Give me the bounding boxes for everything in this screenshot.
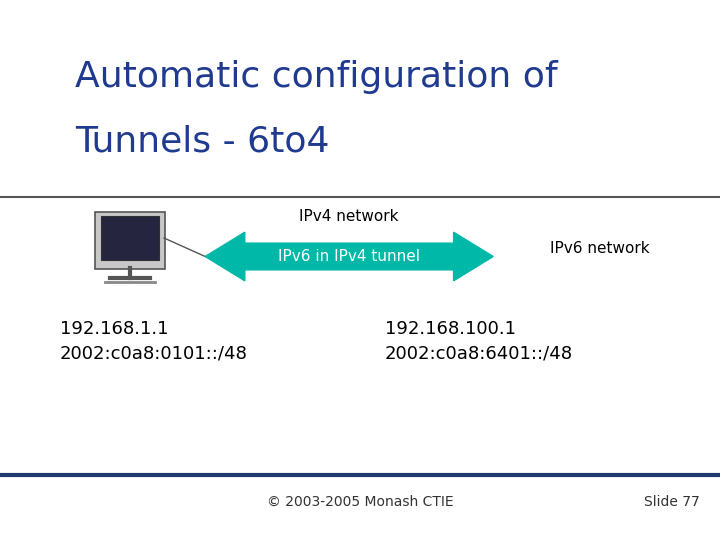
Text: 192.168.100.1: 192.168.100.1 — [385, 320, 516, 338]
Text: IPv4 network: IPv4 network — [300, 209, 399, 224]
Text: 2002:c0a8:6401::/48: 2002:c0a8:6401::/48 — [385, 345, 573, 363]
Polygon shape — [205, 232, 493, 281]
Text: Automatic configuration of: Automatic configuration of — [75, 60, 557, 94]
Text: Tunnels - 6to4: Tunnels - 6to4 — [75, 125, 330, 159]
Text: Slide 77: Slide 77 — [644, 495, 700, 509]
Text: 192.168.1.1: 192.168.1.1 — [60, 320, 168, 338]
FancyBboxPatch shape — [95, 212, 165, 268]
Text: IPv6 in IPv4 tunnel: IPv6 in IPv4 tunnel — [278, 249, 420, 264]
Text: IPv6 network: IPv6 network — [550, 241, 650, 256]
FancyBboxPatch shape — [101, 216, 159, 260]
Text: © 2003-2005 Monash CTIE: © 2003-2005 Monash CTIE — [266, 495, 454, 509]
Text: 2002:c0a8:0101::/48: 2002:c0a8:0101::/48 — [60, 345, 248, 363]
